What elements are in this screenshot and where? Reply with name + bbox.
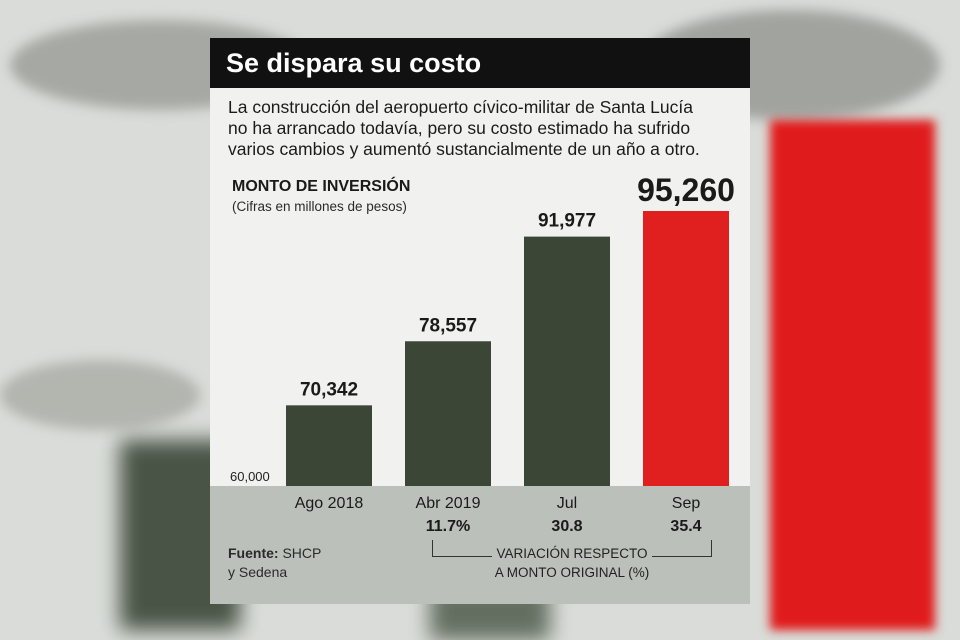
bar-chart: 60,000 70,342 Ago 2018 78,557 Abr 2019 11.7% 9…: [230, 172, 735, 535]
bar-1: [286, 405, 372, 486]
bar-value-label: 91,977: [538, 211, 596, 232]
category-label: Ago 2018: [295, 495, 364, 512]
bar-3: [524, 236, 610, 486]
footer-band: [210, 486, 750, 604]
variation-label: 30.8: [551, 518, 582, 535]
category-label: Sep: [672, 495, 701, 512]
description-line: no ha arrancado todavía, pero su costo e…: [228, 118, 691, 138]
variation-label: 35.4: [670, 518, 701, 535]
y-axis-tick-label: 60,000: [230, 469, 270, 484]
category-label: Jul: [557, 495, 577, 512]
source-label: Fuente:: [228, 545, 279, 561]
bar-value-label: 70,342: [300, 379, 358, 400]
source-text: SHCP: [282, 545, 322, 561]
infographic-title: Se dispara su costo: [210, 38, 750, 88]
variation-caption-line2: A MONTO ORIGINAL (%): [490, 565, 654, 580]
bar-value-label: 78,557: [419, 315, 477, 336]
variation-caption-line1: VARIACIÓN RESPECTO: [492, 546, 652, 561]
background-red-block: [770, 120, 935, 630]
source-text-2: y Sedena: [228, 564, 288, 580]
bar-value-label: 95,260: [637, 172, 735, 208]
source-note: Fuente: SHCP y Sedena: [228, 544, 321, 582]
bar-2: [405, 341, 491, 486]
description: La construcción del aeropuerto cívico-mi…: [228, 97, 743, 160]
chart-subtitle: (Cifras en millones de pesos): [232, 199, 407, 214]
bar-4: [643, 211, 729, 486]
variation-label: 11.7%: [426, 518, 470, 535]
description-line: La construcción del aeropuerto cívico-mi…: [228, 97, 693, 117]
description-line: varios cambios y aumentó sustancialmente…: [228, 139, 700, 159]
chart-title: MONTO DE INVERSIÓN: [232, 178, 411, 195]
variation-caption: VARIACIÓN RESPECTO A MONTO ORIGINAL (%): [432, 544, 712, 582]
category-label: Abr 2019: [416, 495, 481, 512]
infographic-card: Se dispara su costo La construcción del …: [210, 38, 750, 604]
background-smudge: [0, 360, 200, 430]
